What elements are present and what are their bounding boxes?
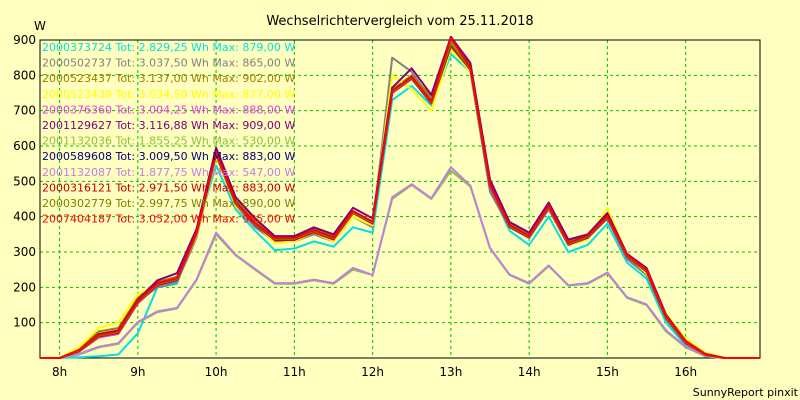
chart-title: Wechselrichtervergleich vom 25.11.2018 <box>266 14 533 29</box>
y-tick-label: 900 <box>13 33 36 47</box>
series-line-11 <box>40 37 760 359</box>
y-axis-label: W <box>34 19 46 33</box>
y-tick-label: 700 <box>13 104 36 118</box>
plot-frame <box>39 39 761 359</box>
series-line-1 <box>40 46 760 359</box>
legend-entry: 2000316121 Tot: 2.971,50 Wh Max: 883,00 … <box>42 181 295 194</box>
y-tick-label: 600 <box>13 139 36 153</box>
legend-entry: 2000523437 Tot: 3.137,00 Wh Max: 902,00 … <box>42 72 295 85</box>
y-tick-label: 200 <box>13 280 36 294</box>
x-tick-label: 14h <box>518 365 541 379</box>
plot-area: 100 200 300 400 500 600 700 800 900 8h 9h 10h 11h 12h… <box>13 33 761 379</box>
x-tick-label: 10h <box>205 365 228 379</box>
y-tick-label: 300 <box>13 245 36 259</box>
y-tick-label: 400 <box>13 210 36 224</box>
legend-entry: 2000373724 Tot: 2.829,25 Wh Max: 879,00 … <box>42 41 295 54</box>
legend-entry: 2000589608 Tot: 3.009,50 Wh Max: 883,00 … <box>42 150 295 163</box>
legend-entry: 2001129627 Tot: 3.116,88 Wh Max: 909,00 … <box>42 119 295 132</box>
legend-entry: 2000302779 Tot: 2.997,75 Wh Max: 890,00 … <box>42 197 295 210</box>
x-tick-label: 9h <box>130 365 145 379</box>
footer-credit: SunnyReport pinxit <box>693 386 799 399</box>
legend-entry: 2000502737 Tot: 3.037,50 Wh Max: 865,00 … <box>42 57 295 70</box>
series-line-5 <box>40 35 760 359</box>
x-tick-label: 15h <box>596 365 619 379</box>
legend-entry: 2000523439 Tot: 3.034,50 Wh Max: 877,00 … <box>42 88 295 101</box>
y-tick-label: 100 <box>13 316 36 330</box>
series-line-8 <box>40 166 760 359</box>
x-tick-label: 8h <box>52 365 67 379</box>
legend-entry: 2001132036 Tot: 1.855,25 Wh Max: 530,00 … <box>42 135 295 148</box>
x-tick-label: 16h <box>674 365 697 379</box>
y-tick-label: 800 <box>13 68 36 82</box>
y-tick-label: 500 <box>13 174 36 188</box>
x-tick-label: 12h <box>361 365 384 379</box>
plot-background <box>40 40 760 358</box>
x-tick-label: 11h <box>283 365 306 379</box>
legend-entry: 2007404187 Tot: 3.052,00 Wh Max: 905,00 … <box>42 213 295 226</box>
legend-entry: 2000376360 Tot: 3.004,25 Wh Max: 888,00 … <box>42 103 295 116</box>
legend-entry: 2001132087 Tot: 1.877,75 Wh Max: 547,00 … <box>42 166 295 179</box>
legend: 2000373724 Tot: 2.829,25 Wh Max: 879,00 … <box>42 41 295 226</box>
x-tick-label: 13h <box>439 365 462 379</box>
